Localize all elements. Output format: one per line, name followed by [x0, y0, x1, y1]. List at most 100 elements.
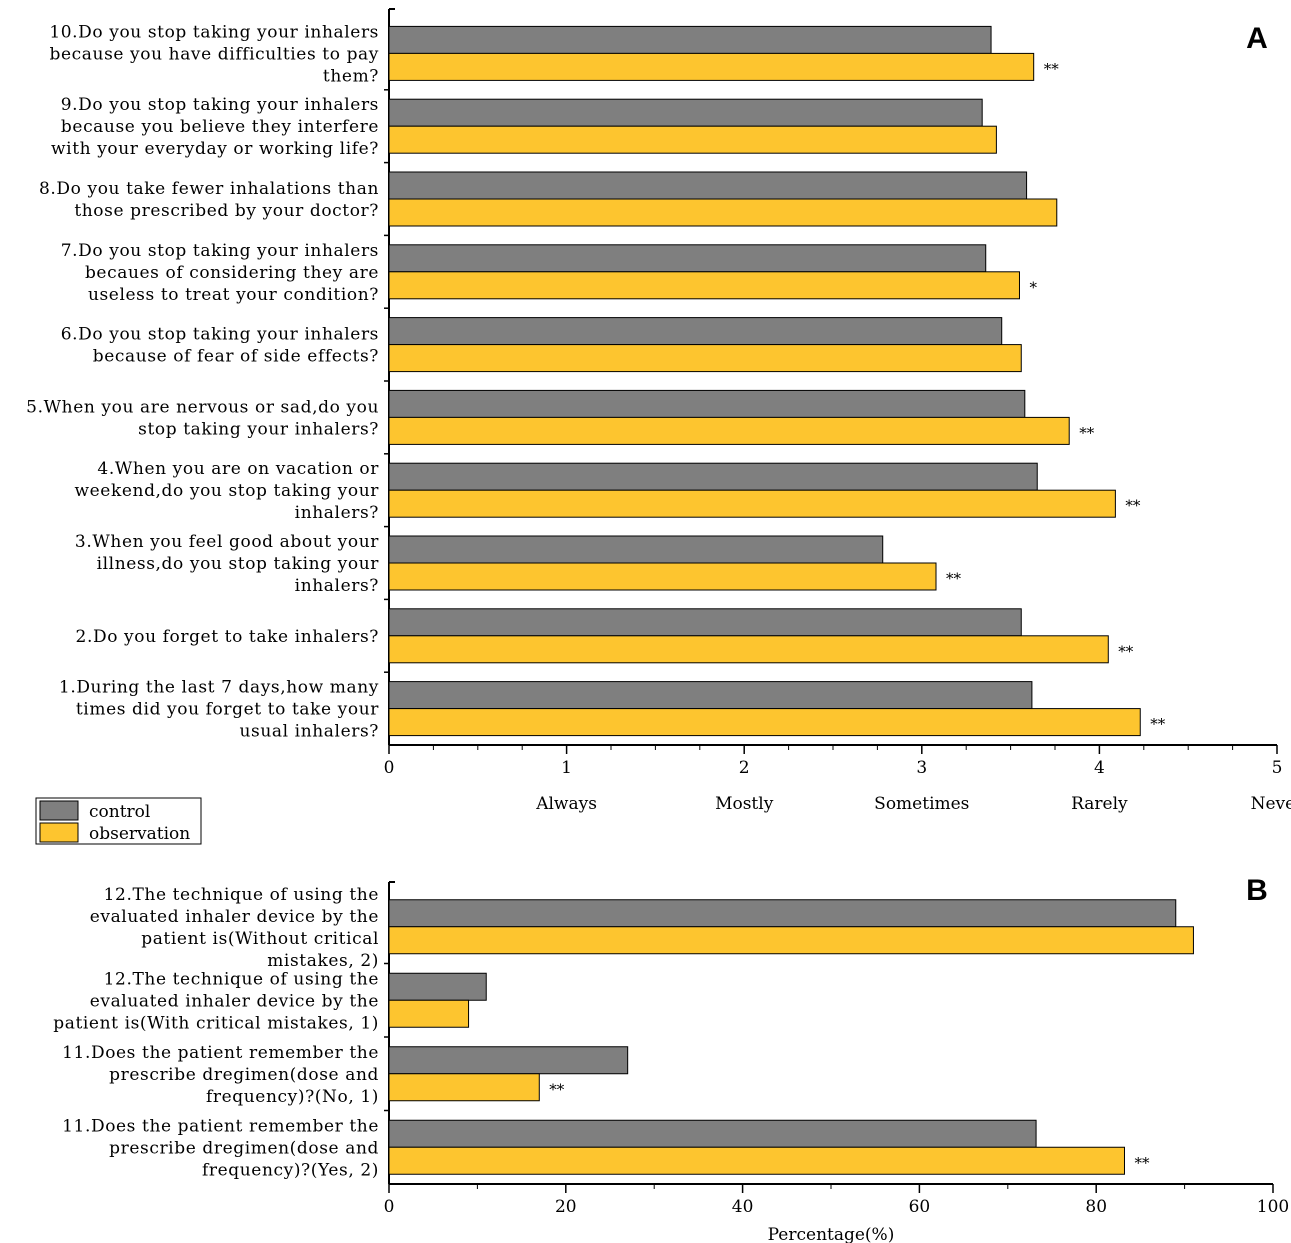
significance-mark: ** [946, 570, 962, 588]
category-label-line: 7.Do you stop taking your inhalers [61, 241, 379, 261]
bar-control [388, 1119, 1037, 1148]
x-tick-label: 0 [384, 758, 395, 778]
category-label-line: 3.When you feel good about your [75, 532, 379, 552]
x-category-label: Sometimes [874, 794, 969, 814]
bar-observation [388, 926, 1194, 955]
x-tick-label: 20 [555, 1197, 577, 1217]
significance-mark: ** [1150, 715, 1166, 733]
significance-mark: * [1029, 278, 1037, 296]
x-axis-title: Percentage(%) [768, 1225, 895, 1243]
bar-observation [388, 271, 1020, 300]
category-label-line: them? [323, 66, 379, 86]
category-label-line: times did you forget to take your [76, 700, 379, 720]
category-label-line: inhalers? [295, 503, 379, 523]
category-label-line: with your everyday or working life? [51, 139, 379, 159]
category-label-line: stop taking your inhalers? [138, 419, 379, 439]
bar-control [388, 1046, 629, 1075]
category-label-line: mistakes, 2) [267, 951, 379, 971]
panel-b: 0 20 40 60 80 100 ** 11.Does the patient rememb… [53, 874, 1289, 1243]
bar-control [388, 171, 1028, 200]
category-label-line: 8.Do you take fewer inhalations than [39, 179, 379, 199]
category-label-line: because you believe they interfere [61, 117, 379, 137]
legend-swatch-observation [39, 822, 79, 843]
category-label-line: 2.Do you forget to take inhalers? [76, 627, 379, 647]
category-label-line: because you have difficulties to pay [50, 44, 379, 64]
x-tick-label: 80 [1085, 1197, 1107, 1217]
bar-control [388, 25, 992, 54]
panel-letter: B [1246, 874, 1268, 907]
bar-control [388, 972, 487, 1001]
bar-control [388, 462, 1038, 491]
panel-letter: A [1246, 22, 1268, 55]
x-tick-label: 60 [909, 1197, 931, 1217]
bar-observation [388, 198, 1058, 227]
bar-observation [388, 416, 1070, 445]
bar-control [388, 681, 1033, 710]
bar-observation [388, 52, 1035, 81]
bar-observation [388, 344, 1022, 373]
x-category-label: Never [1251, 794, 1291, 814]
category-label-line: patient is(Without critical [141, 929, 379, 949]
significance-mark: ** [1079, 424, 1095, 442]
bar-observation [388, 999, 470, 1028]
x-tick-label: 3 [916, 758, 927, 778]
category-label-line: 12.The technique of using the [104, 969, 379, 989]
x-tick-label: 1 [561, 758, 572, 778]
legend-label-control: control [89, 802, 150, 822]
panel-a: 0 1 2 3 4 5 ** 1.During the last 7 days,how man… [26, 8, 1291, 814]
bar-observation [388, 1073, 540, 1102]
bar-control [388, 389, 1026, 418]
category-label-line: inhalers? [295, 576, 379, 596]
category-label-line: becaues of considering they are [85, 263, 379, 283]
category-label-line: 10.Do you stop taking your inhalers [49, 22, 379, 42]
x-tick-label: 4 [1094, 758, 1105, 778]
category-label-line: 6.Do you stop taking your inhalers [61, 325, 379, 345]
x-tick-label: 2 [739, 758, 750, 778]
bar-observation [388, 489, 1116, 518]
x-tick-label: 100 [1257, 1197, 1289, 1217]
category-label-line: 4.When you are on vacation or [97, 459, 379, 479]
category-label-line: because of fear of side effects? [93, 347, 379, 367]
category-label-line: usual inhalers? [239, 722, 379, 742]
category-label-line: 9.Do you stop taking your inhalers [61, 95, 379, 115]
bar-control [388, 317, 1003, 346]
significance-mark: ** [549, 1080, 565, 1098]
bar-control [388, 899, 1177, 928]
category-label-line: illness,do you stop taking your [97, 554, 380, 574]
x-category-label: Mostly [715, 794, 774, 814]
significance-mark: ** [1134, 1154, 1150, 1172]
significance-mark: ** [1118, 642, 1134, 660]
bar-observation [388, 562, 937, 591]
bar-control [388, 244, 987, 273]
x-tick-label: 40 [732, 1197, 754, 1217]
bar-observation [388, 635, 1109, 664]
category-label-line: 11.Does the patient remember the [62, 1043, 379, 1063]
category-label-line: 5.When you are nervous or sad,do you [26, 397, 379, 417]
legend-swatch-control [39, 800, 79, 821]
x-tick-label: 5 [1272, 758, 1283, 778]
category-label-line: prescribe dregimen(dose and [109, 1138, 379, 1158]
bar-observation [388, 125, 997, 154]
category-label-line: 1.During the last 7 days,how many [59, 678, 379, 698]
bar-observation [388, 708, 1141, 737]
legend: control observation [35, 797, 202, 845]
category-label-line: those prescribed by your doctor? [74, 201, 379, 221]
category-label-line: frequency)?(No, 1) [206, 1087, 379, 1107]
bar-control [388, 608, 1022, 637]
category-label-line: 11.Does the patient remember the [62, 1116, 379, 1136]
significance-mark: ** [1125, 497, 1141, 515]
bar-observation [388, 1146, 1125, 1175]
x-tick-label: 0 [384, 1197, 395, 1217]
x-category-label: Always [535, 794, 597, 814]
category-label-line: evaluated inhaler device by the [90, 991, 379, 1011]
x-category-label: Rarely [1071, 794, 1128, 814]
category-label-line: prescribe dregimen(dose and [109, 1065, 379, 1085]
bar-control [388, 535, 884, 564]
legend-label-observation: observation [89, 824, 190, 844]
category-label-line: frequency)?(Yes, 2) [202, 1160, 379, 1180]
category-label-line: evaluated inhaler device by the [90, 907, 379, 927]
significance-mark: ** [1044, 60, 1060, 78]
category-label-line: useless to treat your condition? [88, 285, 379, 305]
category-label-line: weekend,do you stop taking your [74, 481, 379, 501]
